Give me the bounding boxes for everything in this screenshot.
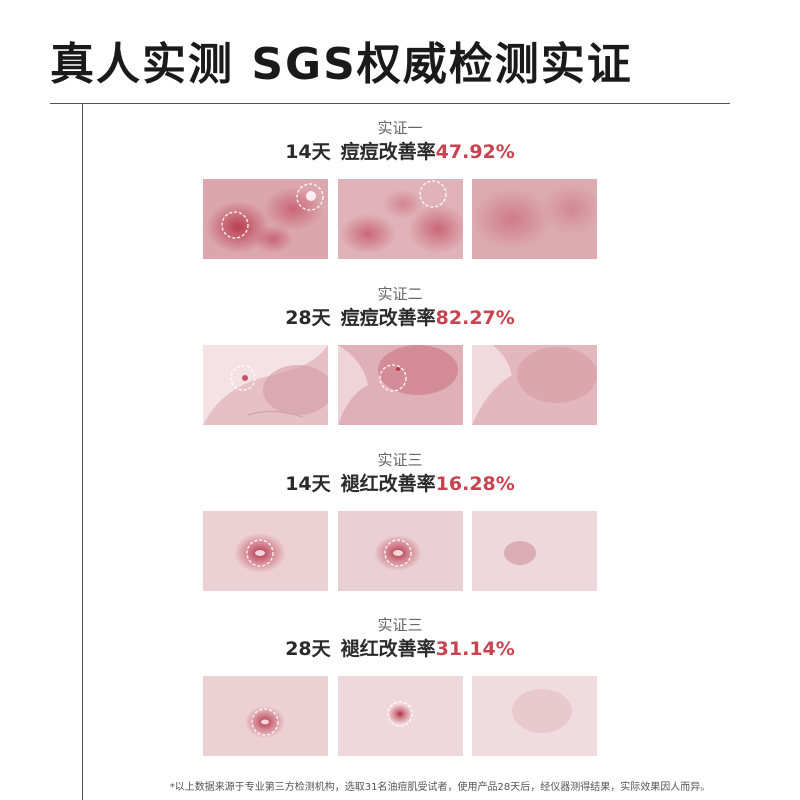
metric-text: 褪红改善率 (340, 473, 436, 495)
section-label: 实证三 (377, 616, 423, 634)
skin-photo-mid (338, 511, 463, 591)
improvement-value: 31.14% (435, 638, 515, 660)
section-headline: 14天 痘痘改善率47.92% (200, 138, 600, 166)
section-label: 实证一 (377, 119, 423, 137)
skin-photo-mid (338, 345, 463, 425)
evidence-section-3: 实证三 14天 褪红改善率16.28% (200, 450, 600, 591)
section-headline: 28天 褪红改善率31.14% (200, 635, 600, 663)
improvement-value: 82.27% (435, 307, 515, 329)
skin-photo-mid (338, 676, 463, 756)
days-text: 14天 (285, 141, 331, 163)
photo-row (200, 179, 600, 259)
skin-photo-mid (338, 179, 463, 259)
section-headline: 14天 褪红改善率16.28% (200, 470, 600, 498)
photo-row (200, 676, 600, 756)
metric-text: 痘痘改善率 (340, 141, 436, 163)
footnote: *以上数据来源于专业第三方检测机构，选取31名油痘肌受试者，使用产品28天后，经… (169, 782, 711, 793)
section-headline: 28天 痘痘改善率82.27% (200, 304, 600, 332)
skin-photo-after (472, 179, 597, 259)
page-title: 真人实测 SGS权威检测实证 (50, 39, 633, 90)
skin-photo-after (472, 511, 597, 591)
skin-photo-before (203, 676, 328, 756)
section-label: 实证二 (377, 285, 423, 303)
photo-row (200, 345, 600, 425)
metric-text: 褪红改善率 (340, 638, 436, 660)
days-text: 14天 (285, 473, 331, 495)
title-divider (50, 103, 730, 104)
improvement-value: 16.28% (435, 473, 515, 495)
skin-photo-after (472, 676, 597, 756)
days-text: 28天 (285, 638, 331, 660)
side-divider (82, 103, 83, 800)
evidence-section-2: 实证二 28天 痘痘改善率82.27% (200, 284, 600, 425)
days-text: 28天 (285, 307, 331, 329)
evidence-section-1: 实证一 14天 痘痘改善率47.92% (200, 118, 600, 259)
skin-photo-before (203, 345, 328, 425)
metric-text: 痘痘改善率 (340, 307, 436, 329)
photo-row (200, 511, 600, 591)
evidence-section-4: 实证三 28天 褪红改善率31.14% (200, 615, 600, 756)
skin-photo-before (203, 179, 328, 259)
skin-photo-before (203, 511, 328, 591)
skin-photo-after (472, 345, 597, 425)
improvement-value: 47.92% (435, 141, 515, 163)
section-label: 实证三 (377, 451, 423, 469)
